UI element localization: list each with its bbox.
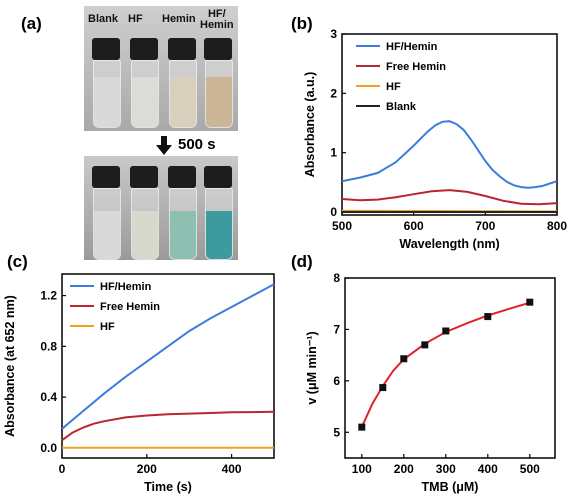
y-tick-label: 7 xyxy=(333,322,340,336)
y-tick-label: 8 xyxy=(333,271,340,285)
vial-glass xyxy=(205,188,233,260)
chart-d-michaelis-menten: 100 200 300 400 500 5 6 7 8 TMB (μM) v (μM min⁻¹) xyxy=(305,271,556,494)
x-axis-label: Time (s) xyxy=(144,480,192,494)
x-tick-label: 800 xyxy=(547,219,567,233)
fit-curve xyxy=(360,301,531,428)
vial-cap xyxy=(168,166,196,188)
vial-liquid xyxy=(170,211,196,259)
series-line xyxy=(61,410,275,442)
x-tick-label: 100 xyxy=(352,462,372,476)
vial-glass xyxy=(169,188,197,260)
down-arrow-icon xyxy=(156,136,172,155)
x-tick-label: 700 xyxy=(475,219,495,233)
vials-photo-after xyxy=(84,156,238,260)
time-label: 500 s xyxy=(178,136,216,153)
vial-liquid xyxy=(94,211,120,259)
vial-liquid xyxy=(132,77,158,127)
panel-label-b: (b) xyxy=(291,14,313,33)
series-line xyxy=(341,120,558,189)
x-tick-label: 300 xyxy=(436,462,456,476)
x-tick-label: 500 xyxy=(520,462,540,476)
plot-frame xyxy=(341,33,558,216)
x-tick-label: 400 xyxy=(478,462,498,476)
y-axis-label: v (μM min⁻¹) xyxy=(305,331,319,404)
vial-label: HF/ Hemin xyxy=(200,8,234,31)
y-tick-label: 0.4 xyxy=(40,390,57,404)
vial-label: Hemin xyxy=(162,13,196,25)
chart-c-kinetics: 0 200 400 0.0 0.4 0.8 1.2 Time (s) Absorbance (a… xyxy=(3,273,275,494)
vial-label: Blank xyxy=(88,13,118,25)
data-point xyxy=(358,423,366,431)
panel-label-c: (c) xyxy=(7,252,28,271)
vial-glass xyxy=(93,60,121,128)
series-line xyxy=(61,283,275,430)
x-tick-label: 600 xyxy=(404,219,424,233)
y-tick-label: 0.8 xyxy=(40,339,57,353)
x-tick-label: 0 xyxy=(59,462,66,476)
data-point xyxy=(400,355,408,363)
vial-glass xyxy=(131,60,159,128)
legend-entry: HF/Hemin xyxy=(100,281,152,293)
vial-cap xyxy=(130,38,158,60)
legend-entry: HF/Hemin xyxy=(386,41,438,53)
y-tick-label: 5 xyxy=(333,425,340,439)
vial-cap xyxy=(130,166,158,188)
vial-glass xyxy=(131,188,159,260)
vial-glass xyxy=(205,60,233,128)
y-tick-label: 1.2 xyxy=(40,289,57,303)
y-tick-label: 6 xyxy=(333,374,340,388)
vial-cap xyxy=(204,166,232,188)
data-point xyxy=(526,298,534,306)
vials-photo-before: Blank HF Hemin HF/ Hemin xyxy=(84,6,238,131)
vial-liquid xyxy=(170,77,196,127)
y-axis-label: Absorbance (a.u.) xyxy=(303,72,317,178)
y-tick-label: 2 xyxy=(330,86,337,100)
panel-label-a: (a) xyxy=(21,14,42,33)
vial-label: HF xyxy=(128,13,143,25)
x-tick-label: 400 xyxy=(222,462,242,476)
x-axis-label: TMB (μM) xyxy=(422,480,479,494)
panel-label-d: (d) xyxy=(291,252,313,271)
vial-cap xyxy=(92,166,120,188)
y-tick-label: 0.0 xyxy=(40,441,57,455)
x-tick-label: 500 xyxy=(332,219,352,233)
y-tick-label: 1 xyxy=(330,146,337,160)
vial-cap xyxy=(168,38,196,60)
vial-liquid xyxy=(94,77,120,127)
plot-frame xyxy=(344,277,556,459)
legend-entry: Blank xyxy=(386,101,417,113)
vial-cap xyxy=(204,38,232,60)
x-axis-label: Wavelength (nm) xyxy=(399,237,499,251)
series-line xyxy=(341,189,558,206)
vial-cap xyxy=(92,38,120,60)
chart-b-absorbance-spectra: 500 600 700 800 0 1 2 3 Wavelength (nm) Absorbanc… xyxy=(303,27,567,251)
y-axis-label: Absorbance (at 652 nm) xyxy=(3,295,17,437)
vial-liquid xyxy=(132,211,158,259)
y-tick-label: 3 xyxy=(330,27,337,41)
legend-entry: Free Hemin xyxy=(100,301,160,313)
data-point xyxy=(442,327,450,335)
vial-liquid xyxy=(206,77,232,127)
legend-entry: Free Hemin xyxy=(386,61,446,73)
data-point xyxy=(379,384,387,392)
plot-frame xyxy=(61,273,275,459)
legend-entry: HF xyxy=(100,321,115,333)
vial-glass xyxy=(169,60,197,128)
legend-entry: HF xyxy=(386,81,401,93)
vial-glass xyxy=(93,188,121,260)
data-point xyxy=(421,341,429,349)
x-tick-label: 200 xyxy=(394,462,414,476)
y-tick-label: 0 xyxy=(330,205,337,219)
data-point xyxy=(484,313,492,321)
vial-liquid xyxy=(206,211,232,259)
x-tick-label: 200 xyxy=(137,462,157,476)
